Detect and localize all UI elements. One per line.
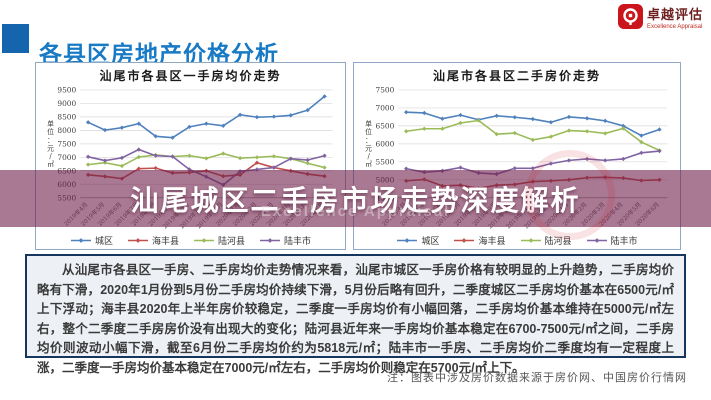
- summary-box: 从汕尾市各县区一手房、二手房均价走势情况来看，汕尾市城区一手房价格有较明显的上升…: [25, 254, 686, 375]
- source-note: 注：图表中涉及房价数据来源于房价网、中国房价行情网: [387, 371, 687, 384]
- svg-text:8000: 8000: [57, 126, 76, 135]
- legend-item-城区: 城区: [70, 234, 113, 247]
- legend-label: 海丰县: [478, 236, 506, 247]
- chart-title-second-hand: 汕尾市各县区二手房价走势: [432, 69, 601, 83]
- svg-text:9500: 9500: [57, 85, 76, 94]
- legend-item-陆河县: 陆河县: [193, 234, 245, 247]
- legend-item-海丰县: 海丰县: [453, 234, 506, 247]
- legend-label: 陆河县: [218, 236, 246, 247]
- legend-item-海丰县: 海丰县: [127, 234, 179, 247]
- banner-title: 汕尾城区二手房市场走势深度解析: [130, 184, 581, 216]
- legend-item-陆丰市: 陆丰市: [259, 234, 311, 247]
- svg-text:7000: 7000: [57, 153, 76, 162]
- legend-swatch: [397, 237, 418, 243]
- legend-label: 陆河县: [544, 236, 572, 247]
- legend-label: 海丰县: [151, 236, 179, 247]
- svg-text:6500: 6500: [375, 121, 394, 130]
- banner-overlay: 汕尾城区二手房市场走势深度解析: [0, 170, 711, 227]
- legend-label: 陆丰市: [284, 236, 312, 247]
- svg-text:单位：元/㎡: 单位：元/㎡: [365, 119, 372, 169]
- legend-label: 陆丰市: [610, 236, 638, 247]
- svg-text:单位：元/㎡: 单位：元/㎡: [47, 119, 54, 169]
- legend-item-陆河县: 陆河县: [520, 234, 572, 247]
- legend-label: 城区: [94, 236, 113, 247]
- chart-legend-first-hand: 城区 海丰县 陆河县 陆丰市: [36, 231, 345, 249]
- legend-swatch: [586, 237, 607, 243]
- company-name: 卓越评估: [646, 8, 703, 23]
- legend-label: 城区: [421, 236, 440, 247]
- chart-title-first-hand: 汕尾市各县区一手房均价走势: [99, 69, 282, 83]
- company-subtitle: Excellence Appraisal: [646, 24, 703, 30]
- legend-swatch: [260, 237, 281, 243]
- legend-swatch: [127, 237, 148, 243]
- svg-text:8500: 8500: [57, 112, 76, 121]
- legend-swatch: [70, 237, 91, 243]
- legend-swatch: [194, 237, 214, 243]
- legend-item-陆丰市: 陆丰市: [586, 234, 638, 247]
- svg-text:7000: 7000: [375, 103, 394, 112]
- company-logo-icon: [617, 4, 643, 29]
- legend-item-城区: 城区: [396, 234, 439, 247]
- summary-text: 从汕尾市各县区一手房、二手房均价走势情况来看，汕尾市城区一手房价格有较明显的上升…: [37, 263, 674, 375]
- company-logo: 卓越评估 Excellence Appraisal: [617, 4, 703, 30]
- legend-swatch: [454, 237, 475, 243]
- company-logo-text: 卓越评估 Excellence Appraisal: [647, 4, 703, 30]
- svg-text:7500: 7500: [375, 85, 394, 94]
- chart-legend-second-hand: 城区 海丰县 陆河县 陆丰市: [354, 231, 680, 249]
- legend-swatch: [520, 237, 541, 243]
- svg-text:9000: 9000: [57, 99, 76, 108]
- svg-text:5500: 5500: [375, 157, 394, 166]
- title-accent-square: [2, 24, 29, 53]
- svg-text:7500: 7500: [57, 139, 76, 148]
- svg-text:6000: 6000: [375, 139, 394, 148]
